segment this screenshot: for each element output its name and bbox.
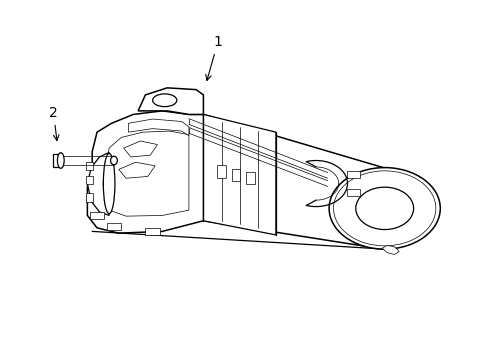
- Polygon shape: [231, 168, 240, 181]
- Polygon shape: [86, 193, 93, 202]
- Polygon shape: [123, 141, 157, 157]
- Ellipse shape: [103, 153, 115, 214]
- Ellipse shape: [57, 153, 64, 168]
- Polygon shape: [145, 228, 160, 235]
- Text: 2: 2: [49, 106, 59, 140]
- Polygon shape: [86, 176, 93, 184]
- Ellipse shape: [110, 156, 117, 165]
- Polygon shape: [86, 162, 93, 170]
- Polygon shape: [87, 111, 203, 233]
- Ellipse shape: [328, 168, 439, 249]
- Polygon shape: [53, 154, 61, 167]
- Polygon shape: [203, 114, 275, 235]
- Polygon shape: [119, 162, 155, 178]
- Polygon shape: [138, 88, 203, 114]
- Polygon shape: [245, 172, 254, 184]
- Polygon shape: [382, 246, 398, 255]
- Polygon shape: [203, 114, 383, 249]
- Polygon shape: [106, 222, 121, 230]
- Text: 1: 1: [205, 35, 222, 80]
- Polygon shape: [87, 152, 109, 215]
- Polygon shape: [128, 119, 188, 136]
- Polygon shape: [347, 189, 359, 196]
- Ellipse shape: [355, 187, 413, 230]
- Polygon shape: [90, 212, 104, 219]
- Polygon shape: [347, 171, 359, 178]
- Ellipse shape: [152, 94, 177, 107]
- Polygon shape: [217, 165, 225, 178]
